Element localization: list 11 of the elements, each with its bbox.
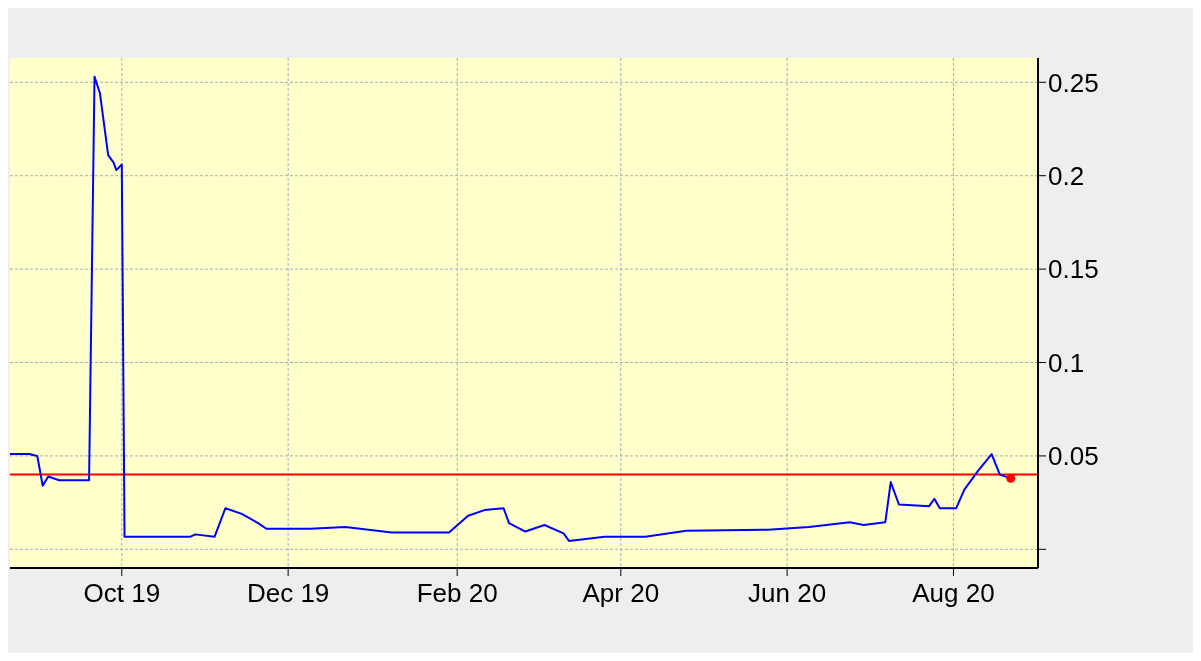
y-tick-label: 0.2 [1048, 160, 1085, 191]
x-tick-label: Apr 20 [582, 578, 660, 609]
y-tick-label: 0.25 [1048, 67, 1099, 98]
x-tick-label: Aug 20 [912, 578, 995, 609]
x-tick-label: Dec 19 [246, 578, 330, 609]
x-tick-label: Oct 19 [83, 578, 161, 609]
x-tick-label: Jun 20 [748, 578, 827, 609]
x-tick-label: Feb 20 [416, 578, 498, 609]
y-tick-label: 0.15 [1048, 254, 1099, 285]
y-tick-label: 0.1 [1048, 347, 1085, 378]
y-tick-label: 0.05 [1048, 441, 1099, 472]
